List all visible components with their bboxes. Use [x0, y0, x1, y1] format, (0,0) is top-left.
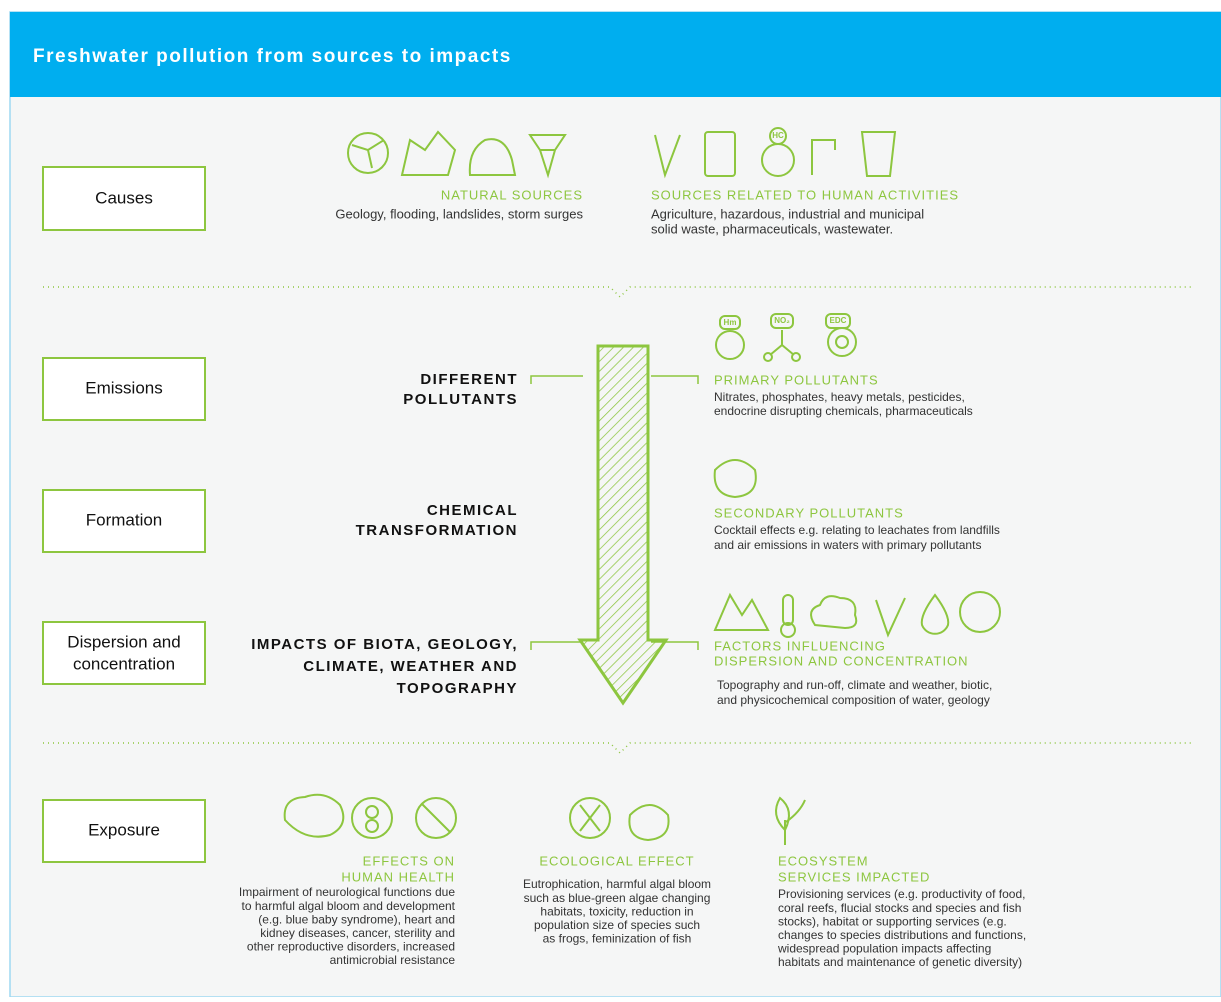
text: population size of species such	[534, 918, 700, 932]
stage: Exposure	[88, 820, 160, 839]
text: coral reefs, flucial stocks and species …	[778, 901, 1021, 915]
process-label: DIFFERENT	[420, 371, 518, 388]
text: solid waste, pharmaceuticals, wastewater…	[651, 221, 893, 236]
arrow	[577, 344, 669, 706]
stage-boxes	[42, 166, 206, 863]
heading: SECONDARY POLLUTANTS	[714, 505, 904, 520]
heading: PRIMARY POLLUTANTS	[714, 372, 879, 387]
text: antimicrobial resistance	[330, 953, 456, 967]
header	[10, 12, 1221, 97]
process-label: POLLUTANTS	[403, 391, 518, 408]
text: habitats and maintenance of genetic dive…	[778, 955, 1022, 969]
process-label: CHEMICAL	[427, 502, 518, 519]
heading: NATURAL SOURCES	[441, 187, 583, 202]
icon-label: NO₂	[774, 316, 790, 325]
text: changes to species distributions and fun…	[778, 928, 1026, 942]
text: Provisioning services (e.g. productivity…	[778, 887, 1025, 901]
text: as frogs, feminization of fish	[543, 932, 692, 946]
heading: ECOSYSTEM	[778, 853, 869, 868]
text: such as blue-green algae changing	[524, 891, 711, 905]
icon-label: EDC	[830, 316, 847, 325]
heading: ECOLOGICAL EFFECT	[539, 853, 694, 868]
text: Eutrophication, harmful algal bloom	[523, 877, 711, 891]
text: kidney diseases, cancer, sterility and	[260, 926, 455, 940]
text: stocks), habitat or supporting services …	[778, 914, 1007, 928]
text: Cocktail effects e.g. relating to leacha…	[714, 523, 1000, 537]
process-label: TOPOGRAPHY	[397, 680, 518, 697]
text: other reproductive disorders, increased	[247, 940, 455, 954]
text: Impairment of neurological functions due	[239, 885, 455, 899]
brackets	[530, 375, 699, 650]
icons	[283, 793, 806, 845]
text: habitats, toxicity, reduction in	[540, 904, 693, 918]
stage: Dispersion and	[67, 632, 180, 651]
text: to harmful algal bloom and development	[242, 899, 456, 913]
process-label: IMPACTS OF BIOTA, GEOLOGY,	[251, 636, 518, 653]
text: and air emissions in waters with primary…	[714, 538, 981, 552]
text: Geology, flooding, landslides, storm sur…	[335, 206, 583, 221]
stage: Formation	[86, 510, 163, 529]
heading: DISPERSION AND CONCENTRATION	[714, 653, 969, 668]
icons	[713, 313, 1001, 638]
stage: Causes	[95, 188, 153, 207]
heading: SOURCES RELATED TO HUMAN ACTIVITIES	[651, 187, 959, 202]
text: widespread population impacts affecting	[777, 942, 991, 956]
icons	[347, 127, 897, 179]
stage: Emissions	[85, 378, 162, 397]
process-label: CLIMATE, WEATHER AND	[303, 658, 518, 675]
text: Agriculture, hazardous, industrial and m…	[651, 206, 924, 221]
text: and physicochemical composition of water…	[717, 693, 990, 707]
icon-label: HC	[772, 131, 784, 140]
process-label: TRANSFORMATION	[356, 522, 518, 539]
text: Topography and run-off, climate and weat…	[717, 678, 992, 692]
heading: HUMAN HEALTH	[341, 869, 455, 884]
heading: SERVICES IMPACTED	[778, 869, 930, 884]
text: endocrine disrupting chemicals, pharmace…	[714, 404, 973, 418]
heading: EFFECTS ON	[363, 853, 455, 868]
stage: concentration	[73, 654, 175, 673]
icon-label: Hm	[724, 318, 737, 327]
text: (e.g. blue baby syndrome), heart and	[258, 912, 455, 926]
heading: FACTORS INFLUENCING	[714, 638, 886, 653]
text: Nitrates, phosphates, heavy metals, pest…	[714, 390, 965, 404]
title: Freshwater pollution from sources to imp…	[33, 46, 512, 67]
